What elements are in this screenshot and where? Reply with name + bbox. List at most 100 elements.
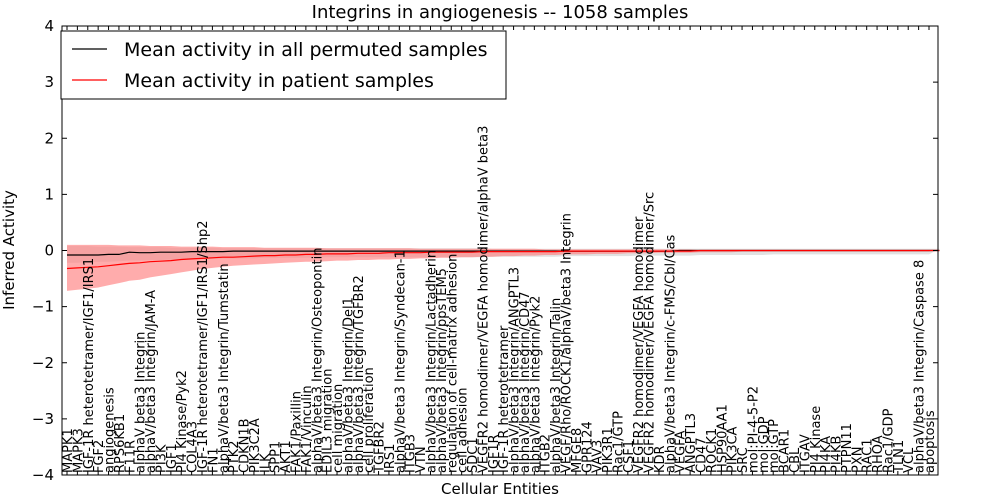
x-tick-label: VEGFA [674,431,689,473]
lines-layer [66,249,940,270]
y-tick-label: 3 [44,73,54,91]
x-tick-label: PXN [850,447,865,473]
x-tick-label: cell proliferation [362,367,377,473]
x-tick-label: alphaV/beta3 Integrin/Caspase 8 [913,260,928,473]
legend-box [60,30,507,100]
x-tick-label: HSP90AA1 [715,404,730,473]
x-tick-label: alphaV/beta3 Integrin/Osteopontin [310,248,325,473]
x-tick-label: alphaV/beta3 Integrin/Syndecan-1 [393,250,408,473]
legend: Mean activity in all permuted samples Me… [60,30,507,100]
x-tick-label: alphaV/beta3 Integrin/ANGPTL3 [508,267,523,473]
x-tick-label: MAPK1 [61,428,76,473]
x-tick-label: mol:GDP [757,416,772,473]
x-tick-label: MFGE8 [570,428,585,473]
x-tick-label: RPS6KB1 [113,414,128,473]
series-line-patient [66,249,940,270]
x-tick-label: IGF-1R heterotetramer [497,325,512,473]
x-tick-label: RHOA [871,435,886,473]
x-tick-label: PIK3CA [726,426,741,473]
x-tick-label: alphaV/beta3 Integrin/Talin [549,298,564,473]
x-tick-label: KDR [653,445,668,473]
x-tick-label: PTK2 [227,440,242,473]
x-tick-label: CD47 [695,437,710,473]
y-tick-label: −2 [32,354,54,372]
x-tick-label: angiogenesis [103,387,118,473]
y-tick-label: −3 [32,410,54,428]
x-tick-label: mol:GTP [767,419,782,473]
x-tick-label: alphaV/beta3 Integrin/CD47 [518,291,533,473]
x-tick-label: PIK3R1 [601,427,616,473]
x-tick-label: TGFBR2 [373,421,388,474]
x-tick-label: alphaV beta3 Integrin [134,332,149,473]
x-tick-label: BCAR1 [778,429,793,473]
x-tick-label: PIK3C2A [248,418,263,473]
x-tick-label: FAK1/Paxillin [290,391,305,473]
x-tick-label: RAC1 [861,438,876,473]
x-tick-label: VEGF/Rho/ROCK1/alphaV/beta3 Integrin [560,213,575,473]
x-tick-label: GPR124 [580,421,595,473]
x-tick-label: alphaV/beta3 Integrin/Pyk2 [528,296,543,473]
x-tick-label: FN1 [206,448,221,473]
x-tick-label: PTPN11 [840,423,855,473]
x-tick-label: IRS1 [383,444,398,473]
x-tick-label: SDC1 [466,437,481,473]
legend-label-permuted: Mean activity in all permuted samples [124,39,487,61]
x-tick-label: alphaV/beta3 Integrin/Tumstatin [217,263,232,473]
chart-title: Integrins in angiogenesis -- 1058 sample… [312,2,689,23]
x-tick-label: CBL [788,447,803,473]
x-tick-label: PI4 Kinase/Pyk2 [175,370,190,473]
y-tick-label: 0 [44,242,54,260]
x-tick-label: alphaV/beta3 Integrin/Lactadherin [425,250,440,473]
x-tick-label: VEGFR2 homodimer/VEGFA homodimer/Src [643,192,658,473]
x-tick-label: CSF1 [622,440,637,473]
x-axis-ticks [66,26,930,475]
x-tick-label: cell adhesion [456,387,471,473]
x-tick-label: alphaV/beta3 Integrin/ppsTEM5 [435,268,450,473]
x-tick-label: COL4A3 [186,421,201,473]
x-tick-label: IGF1R [487,434,502,473]
x-tick-label: AKT1 [279,440,294,473]
x-tick-label: alphaV/beta3 Integrin/JAM-A [144,290,159,473]
x-tick-label: VEGFR2 homodimer/VEGFA homodimer/alphaV … [476,126,491,473]
x-tick-label: VAV3 [591,440,606,473]
x-tick-label: PI4KB [830,436,845,473]
legend-label-patient: Mean activity in patient samples [124,70,434,92]
x-tick-label: ITGAV [798,434,813,473]
x-tick-label: PI4 Kinase [809,406,824,473]
y-axis: 4 3 2 1 0 −1 −2 −3 −4 [32,17,938,484]
x-tick-label: IGF-1R heterotetramer/IGF1/IRS1/Shp2 [196,220,211,473]
x-tick-label: SPP1 [269,441,284,473]
x-tick-label: alphaV/beta3 Integrin/TGFBR2 [352,275,367,473]
x-tick-label: mol:PI-4-5-P2 [746,386,761,473]
x-tick-label: alphaV/beta3 Integrin/c-FMS/Cbl/Cas [663,234,678,473]
x-tick-label: ITGB2 [539,434,554,473]
x-tick-label: IGF1 [165,443,180,473]
x-tick-label: FAK1/Vinculin [300,385,315,473]
x-tick-label: TLN1 [892,440,907,474]
x-tick-label: VCL [902,447,917,473]
y-tick-label: −1 [32,298,54,316]
x-tick-label: alphaV/beta3 Integrin/Del1 [341,297,356,473]
band-patient [67,244,940,291]
x-tick-label: Rac1/GDP [882,408,897,473]
y-axis-label: Inferred Activity [0,190,18,310]
y-tick-label: 1 [44,185,54,203]
y-tick-label: −4 [32,466,54,484]
x-tick-label: VTN [414,446,429,473]
x-tick-label: FGF2 [92,440,107,473]
x-tick-label: ILK [258,453,273,473]
x-tick-label: ANGPTL3 [684,413,699,473]
x-tick-label: F11R [123,440,138,473]
x-tick-label: ROCK1 [705,428,720,473]
y-tick-label: 2 [44,129,54,147]
x-tick-label: VEGFR2 homodimer/VEGFA homodimer [632,216,647,473]
x-tick-label: PI3K [155,444,170,473]
x-tick-label: SRC [736,447,751,473]
x-tick-label: IGF-1R heterotetramer/IGF1/IRS1 [82,258,97,473]
x-tick-label: MAPK3 [71,428,86,473]
x-tick-label: apoptosis [923,410,938,473]
x-tick-label: ITGB3 [404,434,419,473]
x-tick-label: CDKN1B [238,418,253,473]
